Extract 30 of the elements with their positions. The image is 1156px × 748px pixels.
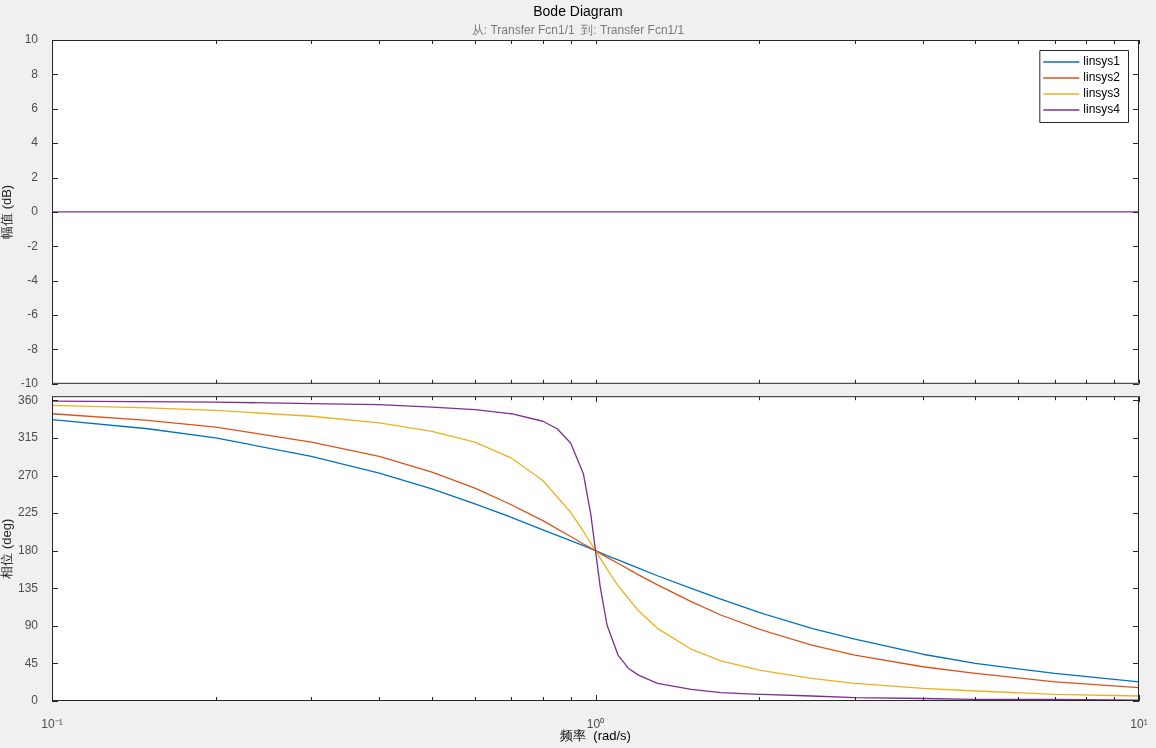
- y-tick-label: -2: [27, 238, 39, 253]
- y-tick-label: 90: [24, 618, 39, 633]
- y-tick-label: 225: [17, 505, 39, 520]
- y-axis-title: 相位 (deg): [0, 518, 15, 579]
- y-tick-label: 270: [17, 467, 39, 482]
- legend-label: linsys3: [1083, 86, 1121, 101]
- y-tick-label: 0: [31, 693, 39, 708]
- y-tick-label: 45: [24, 655, 39, 670]
- y-tick-label: 6: [31, 101, 39, 116]
- y-tick-label: 315: [17, 430, 39, 445]
- y-tick-label: -8: [27, 341, 39, 356]
- y-tick-label: 10: [24, 32, 39, 47]
- y-tick-label: 4: [31, 135, 39, 150]
- y-tick-label: -10: [20, 376, 39, 391]
- y-tick-label: 2: [31, 169, 39, 184]
- x-tick-label: 10¹: [1130, 716, 1148, 731]
- chart-title: Bode Diagram: [532, 3, 624, 19]
- y-axis-title: 幅值 (dB): [0, 184, 15, 239]
- y-tick-label: 135: [17, 580, 39, 595]
- y-tick-label: -4: [27, 272, 39, 287]
- chart-subtitle: 从: Transfer Fcn1/1 到: Transfer Fcn1/1: [471, 23, 685, 37]
- x-tick-label: 10⁻¹: [41, 716, 63, 731]
- y-tick-label: 360: [17, 392, 39, 407]
- y-tick-label: 0: [31, 204, 39, 219]
- legend-label: linsys4: [1083, 102, 1121, 117]
- legend-label: linsys2: [1083, 70, 1121, 85]
- legend-label: linsys1: [1083, 54, 1121, 69]
- y-tick-label: 8: [31, 66, 39, 81]
- y-tick-label: -6: [27, 307, 39, 322]
- y-tick-label: 180: [17, 543, 39, 557]
